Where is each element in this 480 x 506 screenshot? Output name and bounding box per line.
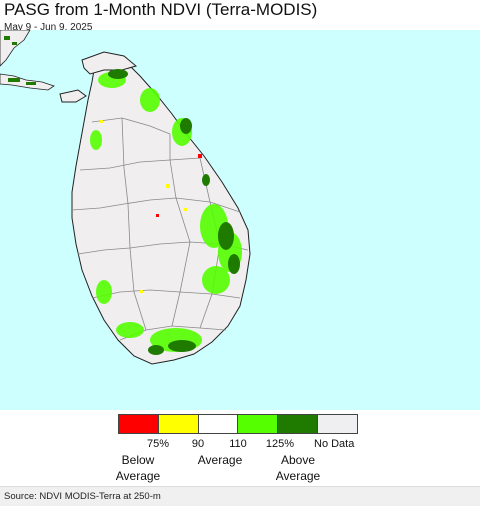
legend-tick-125: 125% <box>265 438 295 450</box>
legend-swatch-below-75 <box>119 415 159 433</box>
legend-average-label: Average <box>197 453 243 467</box>
legend-color-bar <box>118 414 358 434</box>
legend-below-average-label: Below Average <box>115 453 161 483</box>
district-boundaries <box>71 117 249 341</box>
india-vegetation <box>4 36 36 85</box>
legend-swatch-110-125 <box>238 415 279 433</box>
map-title: PASG from 1-Month NDVI (Terra-MODIS) <box>4 0 318 19</box>
map-date-range: May 9 - Jun 9, 2025 <box>4 22 93 33</box>
legend-tick-90: 90 <box>191 438 205 450</box>
legend-tick-no-data: No Data <box>314 438 355 450</box>
legend-swatch-no-data <box>318 415 357 433</box>
legend-swatch-above-125 <box>278 415 319 433</box>
sri-lanka-ndvi-map <box>0 30 480 410</box>
legend-swatch-90-110 <box>198 415 239 433</box>
source-footer: Source: NDVI MODIS-Terra at 250-m <box>0 486 480 506</box>
mannar-island <box>59 89 87 103</box>
legend-above-average-label: Above Average <box>275 453 321 483</box>
legend-tick-75: 75% <box>146 438 170 450</box>
legend-swatch-75-90 <box>158 415 199 433</box>
legend-tick-110: 110 <box>229 438 247 450</box>
vegetation-well-above-average <box>108 69 240 355</box>
vegetation-well-below-average <box>156 154 202 217</box>
vegetation-below-average <box>100 120 187 293</box>
source-text: Source: NDVI MODIS-Terra at 250-m <box>4 491 161 502</box>
